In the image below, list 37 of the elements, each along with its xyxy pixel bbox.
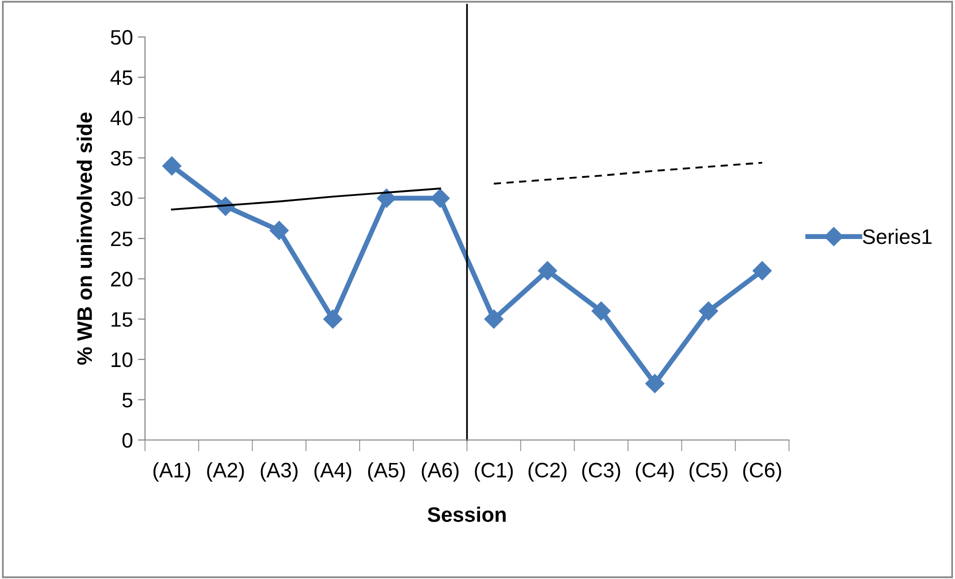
x-tick-label: (A4) [314,462,352,482]
x-tick-label: (A5) [368,462,405,482]
point [484,310,504,329]
y-tick-label: 10 [112,352,132,368]
point [538,261,558,280]
y-tick-label: 30 [110,191,132,206]
x-tick-label: (A1) [153,462,190,482]
y-tick-label: 40 [110,110,132,126]
y-tick-label: 15 [112,312,132,327]
x-tick-label: (A2) [207,462,244,482]
point [698,302,718,321]
x-tick-label: (C4) [636,462,674,482]
y-tick-label: 20 [111,272,132,287]
x-axis-title: Session [428,506,506,522]
y-tick-label: 50 [110,30,132,45]
point [430,188,450,208]
legend-label: Series1 [862,228,932,244]
y-tick-label: 0 [122,433,132,448]
line-series [492,162,764,185]
y-tick-label: 5 [122,392,132,408]
point [162,156,182,176]
y-tick-label: 25 [111,232,132,246]
x-tick-label: (A6) [422,462,459,482]
point [752,261,772,280]
x-tick-label: (C5) [690,462,728,482]
x-tick-label: (A3) [260,462,298,482]
point [323,310,342,329]
point [270,220,289,240]
x-tick-label: (C2) [528,462,566,482]
y-axis-title: % WB on uninvolved side [76,112,92,365]
point [645,374,664,394]
y-tick-label: 45 [110,70,132,86]
x-tick-label: (C3) [582,462,620,482]
y-tick-label: 35 [110,150,132,166]
x-tick-label: (C1) [474,462,513,482]
x-tick-label: (C6) [743,462,782,482]
point [592,302,611,321]
